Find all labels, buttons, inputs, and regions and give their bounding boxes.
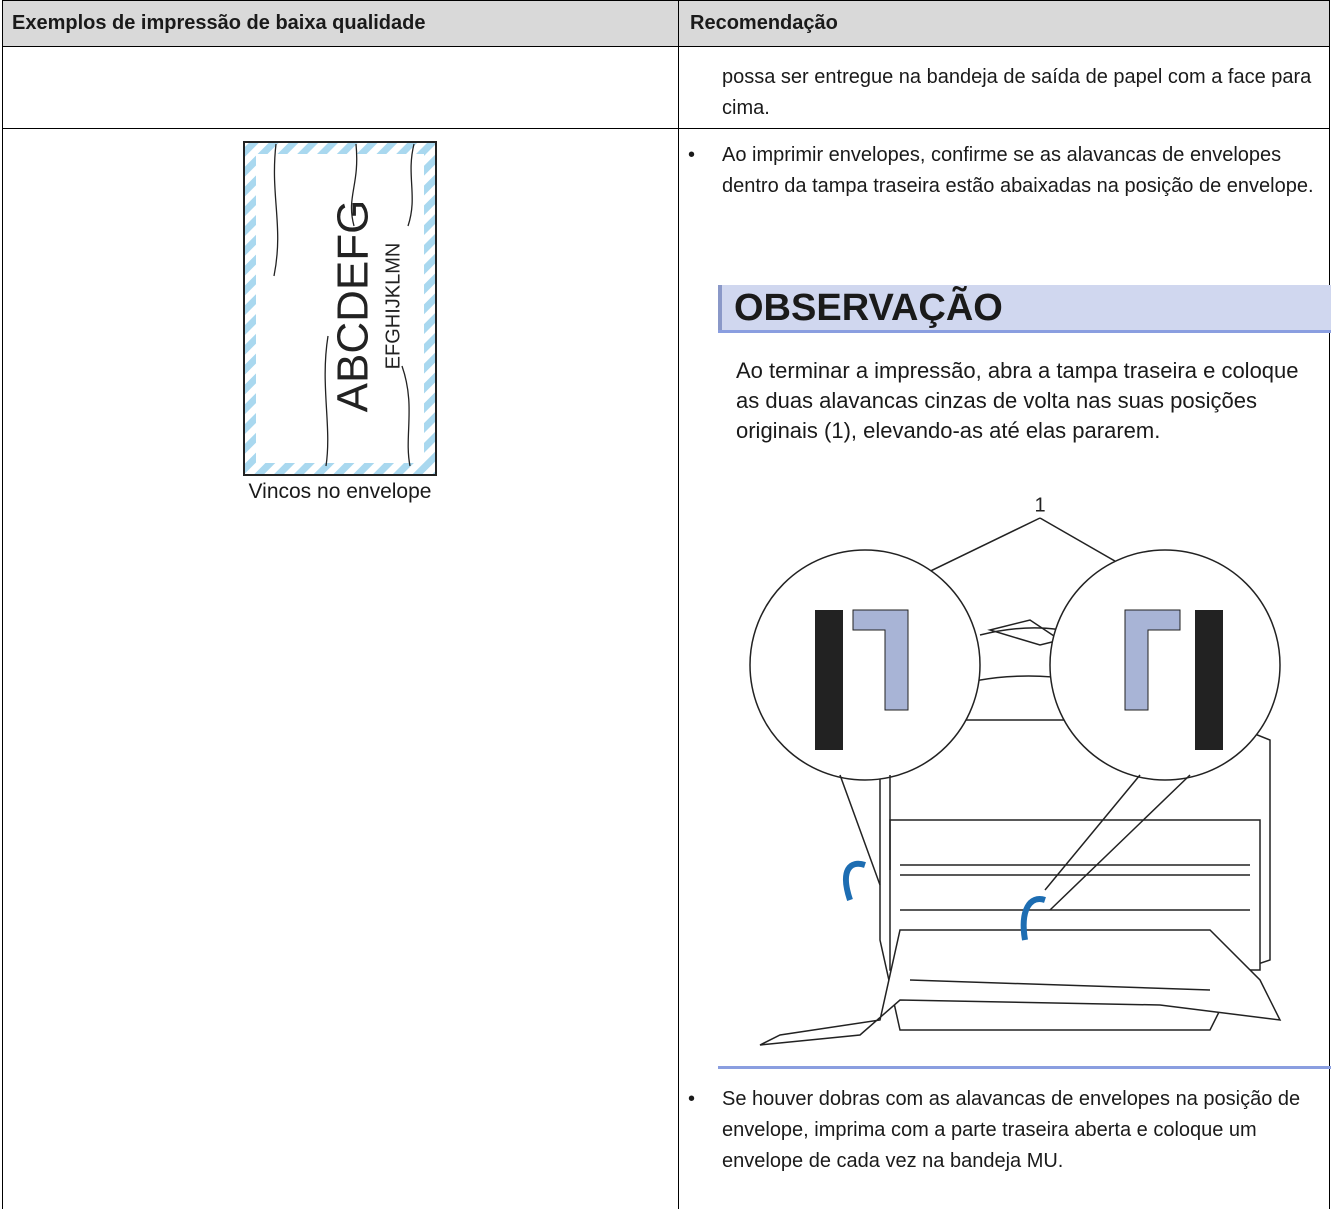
printer-illustration: 1 <box>749 494 1282 1046</box>
envelope-text: ABCDEFG <box>329 200 378 413</box>
border <box>2 0 1330 1</box>
border <box>2 0 3 1209</box>
note-header-bg <box>718 285 1331 331</box>
bullet: • <box>688 1088 696 1110</box>
note-rule <box>718 330 1331 333</box>
callout: 1 <box>1034 494 1045 516</box>
header-bg <box>2 0 1329 46</box>
envelope-text: EFGHIJKLMN <box>382 243 404 370</box>
bullet-text: Ao imprimir envelopes, confirme se as al… <box>722 144 1314 197</box>
note-accent <box>718 285 722 331</box>
bullet: • <box>688 144 696 166</box>
note-title: OBSERVAÇÃO <box>734 287 1003 329</box>
border <box>678 0 679 1209</box>
bullet-text: Se houver dobras com as alavancas de env… <box>722 1088 1301 1172</box>
caption: Vincos no envelope <box>248 480 432 503</box>
header-cell: Recomendação <box>690 12 838 34</box>
note-rule <box>718 1066 1331 1069</box>
envelope-illustration: ABCDEFG EFGHIJKLMN <box>243 141 437 476</box>
cell-text: possa ser entregue na bandeja de saída d… <box>722 66 1312 119</box>
border <box>2 128 1330 129</box>
border <box>2 46 1330 47</box>
note-text: Ao terminar a impressão, abra a tampa tr… <box>736 358 1299 443</box>
header-cell: Exemplos de impressão de baixa qualidade <box>12 12 426 34</box>
border <box>1329 0 1330 1209</box>
